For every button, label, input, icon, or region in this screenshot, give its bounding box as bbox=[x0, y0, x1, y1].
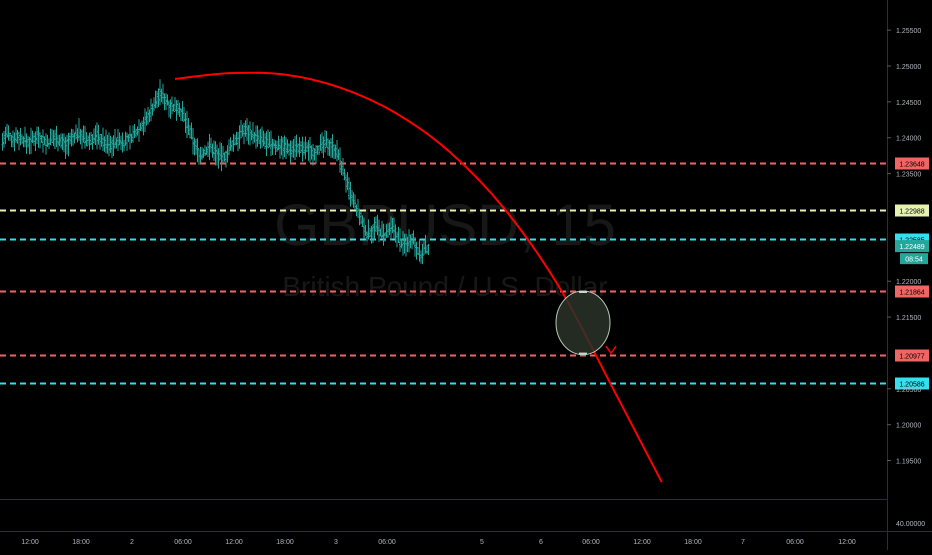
time-tick-label: 3 bbox=[334, 539, 338, 546]
time-tick-label: 06:00 bbox=[786, 539, 804, 546]
price-tick-label: 1.24000 bbox=[896, 136, 921, 143]
price-level-label: 1.22988 bbox=[899, 209, 924, 216]
time-tick-label: 06:00 bbox=[378, 539, 396, 546]
time-tick-label: 12:00 bbox=[633, 539, 651, 546]
countdown-tag bbox=[900, 253, 928, 265]
watermark-symbol: GBPUSD, 15 bbox=[274, 193, 616, 258]
time-tick-label: 2 bbox=[130, 539, 134, 546]
horizontal-levels bbox=[0, 162, 887, 385]
current-price-tag bbox=[895, 240, 929, 253]
current-price-label: 1.22489 bbox=[899, 244, 924, 251]
time-axis[interactable]: 12:00 18:00 2 06:00 12:00 18:00 3 06:00 5 6 06:00 1… bbox=[21, 539, 856, 546]
time-tick-label: 06:00 bbox=[582, 539, 600, 546]
price-tick-label: 1.19500 bbox=[896, 459, 921, 466]
time-tick-label: 7 bbox=[741, 539, 745, 546]
price-tick-label: 1.24500 bbox=[896, 100, 921, 107]
price-level-label: 1.20586 bbox=[899, 382, 924, 389]
time-tick-label: 18:00 bbox=[276, 539, 294, 546]
time-tick-label: 06:00 bbox=[174, 539, 192, 546]
price-level-tag bbox=[895, 204, 929, 217]
time-tick-label: 12:00 bbox=[225, 539, 243, 546]
projection-curve-layer bbox=[174, 71, 663, 483]
time-tick-label: 6 bbox=[539, 539, 543, 546]
projection-curve[interactable] bbox=[174, 71, 663, 483]
time-tick-label: 12:00 bbox=[21, 539, 39, 546]
price-tick-label: 1.22000 bbox=[896, 279, 921, 286]
price-level-tag bbox=[895, 285, 929, 298]
target-zone-ellipse[interactable] bbox=[555, 290, 611, 356]
time-tick-label: 12:00 bbox=[838, 539, 856, 546]
price-level-tag bbox=[895, 349, 929, 362]
countdown-label: 08:54 bbox=[905, 257, 923, 264]
arrow-head bbox=[605, 345, 617, 355]
price-tick-label: 1.20500 bbox=[896, 387, 921, 394]
price-bars bbox=[1, 79, 430, 265]
price-level-label: 1.23648 bbox=[899, 162, 924, 169]
price-level-label: 1.20977 bbox=[899, 354, 924, 361]
price-axis[interactable]: 1.236481.229881.225851.218641.209771.205… bbox=[887, 28, 929, 466]
price-level-label: 1.21864 bbox=[899, 290, 924, 297]
price-tick-label: 1.23500 bbox=[896, 172, 921, 179]
indicator-value-label: 40.00000 bbox=[896, 521, 925, 528]
time-tick-label: 18:00 bbox=[684, 539, 702, 546]
price-level-tag bbox=[895, 377, 929, 390]
target-zone-layer bbox=[555, 290, 617, 356]
time-tick-label: 18:00 bbox=[72, 539, 90, 546]
time-tick-label: 5 bbox=[480, 539, 484, 546]
price-tick-label: 1.25500 bbox=[896, 28, 921, 35]
price-tick-label: 1.20000 bbox=[896, 423, 921, 430]
price-level-tag bbox=[895, 157, 929, 170]
price-tick-label: 1.25000 bbox=[896, 64, 921, 71]
price-tick-label: 1.21500 bbox=[896, 315, 921, 322]
